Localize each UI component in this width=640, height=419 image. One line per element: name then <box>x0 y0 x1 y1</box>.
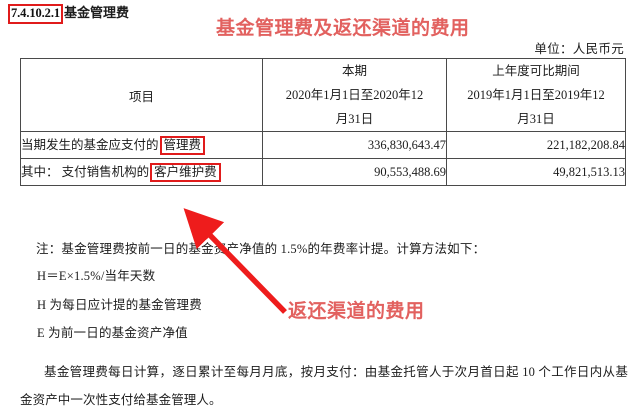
row-label-prefix: 当期发生的基金应支付的 <box>21 138 159 152</box>
row-label-client-maintenance-fee: 其中： 支付销售机构的 客户维护费 <box>20 158 263 186</box>
header-previous-period: 上年度可比期间 2019年1月1日至2019年12 月31日 <box>446 58 626 132</box>
header-item: 项目 <box>20 58 263 132</box>
table-header-row: 项目 本期 2020年1月1日至2020年12 月31日 上年度可比期间 201… <box>20 58 626 132</box>
row-label-highlight-client-maintenance-fee: 客户维护费 <box>150 163 221 182</box>
row-label-management-fee: 当期发生的基金应支付的 管理费 <box>20 131 263 159</box>
closing-paragraph: 基金管理费每日计算，逐日累计至每月月底，按月支付：由基金托管人于次月首日起 10… <box>20 365 628 407</box>
section-number-boxed: 7.4.10.2.1 <box>8 4 64 24</box>
header-current-range-line1: 2020年1月1日至2020年12 <box>285 88 424 102</box>
row-previous-client-maintenance-fee: 49,821,513.13 <box>446 158 626 186</box>
note-line-3: H 为每日应计提的基金管理费 <box>37 298 202 312</box>
note-line-4: E 为前一日的基金资产净值 <box>37 326 188 340</box>
page-title: 基金管理费 <box>64 5 130 20</box>
note-line-1: 注：基金管理费按前一日的基金资产净值的 1.5%的年费率计提。计算方法如下： <box>36 242 486 256</box>
table-row: 当期发生的基金应支付的 管理费 336,830,643.47 221,182,20… <box>20 131 626 159</box>
header-previous-title: 上年度可比期间 <box>492 64 580 78</box>
row-previous-management-fee: 221,182,208.84 <box>446 131 626 159</box>
annotation-top-label: 基金管理费及返还渠道的费用 <box>216 17 470 39</box>
note-line-2: H＝E×1.5%/当年天数 <box>37 269 156 283</box>
header-current-range-line2: 月31日 <box>335 112 374 126</box>
arrow-line <box>183 208 287 314</box>
header-current-period: 本期 2020年1月1日至2020年12 月31日 <box>262 58 447 132</box>
annotation-bottom-label: 返还渠道的费用 <box>288 300 425 322</box>
header-current-title: 本期 <box>341 64 367 78</box>
row-current-management-fee: 336,830,643.47 <box>262 131 447 159</box>
management-fee-table: 项目 本期 2020年1月1日至2020年12 月31日 上年度可比期间 201… <box>20 58 626 186</box>
header-previous-range-line1: 2019年1月1日至2019年12 <box>467 88 605 102</box>
row-label-highlight-management-fee: 管理费 <box>159 136 206 155</box>
header-previous-range-line2: 月31日 <box>517 112 555 126</box>
row-current-client-maintenance-fee: 90,553,488.69 <box>262 158 447 186</box>
table-row: 其中： 支付销售机构的 客户维护费 90,553,488.69 49,821,51… <box>20 158 626 186</box>
currency-unit-label: 单位：人民币元 <box>534 42 624 56</box>
page-heading: 7.4.10.2.1 基金管理费 <box>8 4 129 24</box>
row-label-prefix: 其中： 支付销售机构的 <box>21 165 150 179</box>
